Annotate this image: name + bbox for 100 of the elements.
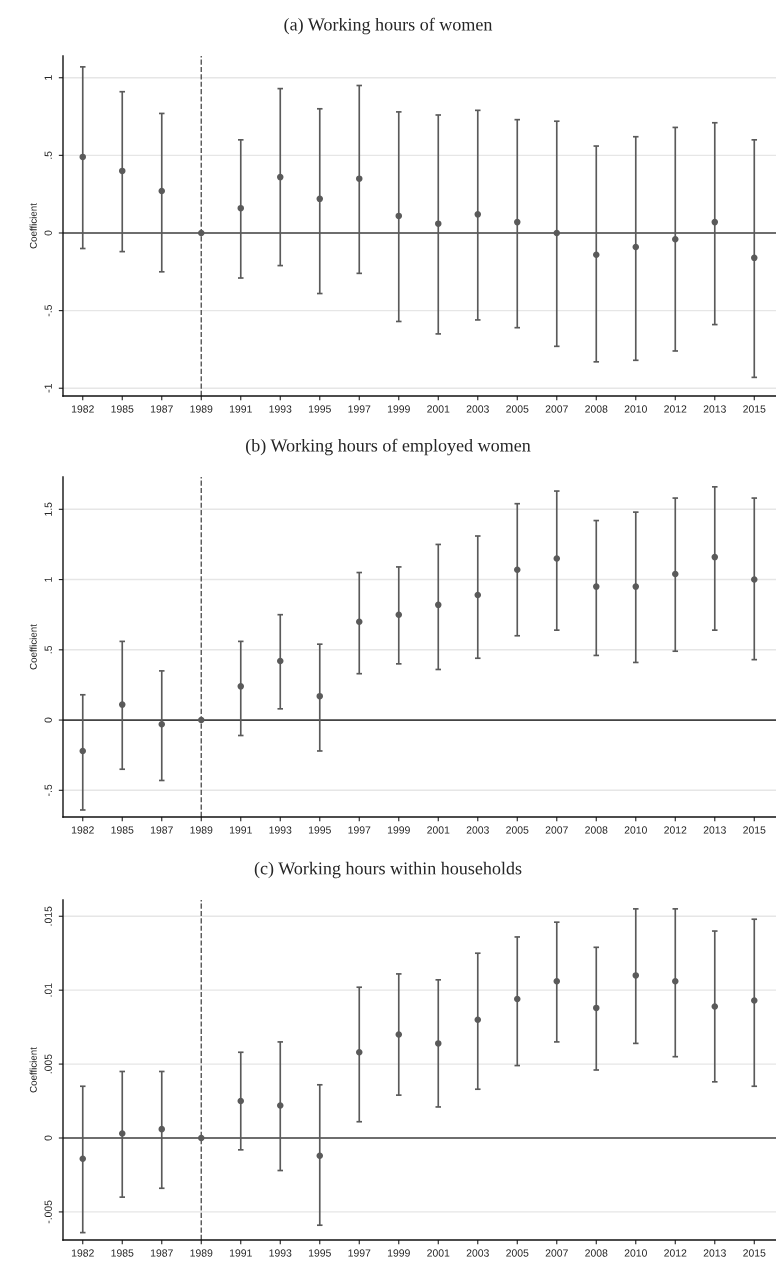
x-tick-label: 2008 bbox=[585, 1249, 608, 1257]
chart-title: (b) Working hours of employed women bbox=[246, 438, 531, 456]
x-tick-label: 1987 bbox=[150, 405, 173, 413]
chart-title: (c) Working hours within households bbox=[254, 861, 522, 879]
point bbox=[158, 1125, 166, 1133]
point bbox=[277, 657, 284, 665]
x-tick-label: 2007 bbox=[545, 405, 568, 413]
x-tick-label: 2003 bbox=[466, 1249, 489, 1257]
point bbox=[751, 576, 758, 583]
point bbox=[395, 611, 403, 618]
point bbox=[356, 175, 363, 182]
x-tick-label: 1985 bbox=[111, 826, 134, 834]
point bbox=[118, 167, 126, 175]
x-tick-label: 1993 bbox=[269, 826, 292, 834]
point bbox=[198, 1134, 205, 1142]
point bbox=[514, 995, 521, 1003]
y-tick-label: 1 bbox=[44, 577, 52, 582]
x-tick-label: 2007 bbox=[545, 826, 568, 834]
point bbox=[593, 583, 600, 590]
x-tick-label: 1991 bbox=[229, 405, 252, 413]
x-tick-label: 2005 bbox=[506, 826, 529, 834]
point bbox=[277, 1102, 284, 1109]
x-tick-label: 1987 bbox=[150, 1249, 173, 1257]
x-tick-label: 1987 bbox=[150, 826, 173, 834]
x-tick-label: 1989 bbox=[190, 1249, 213, 1257]
point bbox=[474, 591, 482, 599]
point bbox=[395, 1031, 403, 1038]
x-tick-label: 2015 bbox=[743, 1249, 766, 1257]
x-tick-label: 2005 bbox=[506, 405, 529, 413]
x-tick-label: 1989 bbox=[190, 405, 213, 413]
point bbox=[316, 692, 324, 700]
x-tick-label: 1985 bbox=[111, 405, 134, 413]
x-tick-label: 2015 bbox=[743, 826, 766, 834]
point bbox=[198, 716, 205, 724]
x-tick-label: 2012 bbox=[664, 405, 687, 413]
point bbox=[514, 566, 521, 573]
x-tick-label: 2005 bbox=[506, 1249, 529, 1257]
point bbox=[672, 978, 679, 985]
point bbox=[435, 1040, 442, 1047]
x-tick-label: 1991 bbox=[229, 1249, 252, 1257]
x-tick-label: 1982 bbox=[71, 1249, 94, 1257]
x-tick-label: 1999 bbox=[387, 826, 410, 834]
point bbox=[553, 229, 561, 237]
x-tick-label: 2003 bbox=[466, 405, 489, 413]
y-tick-label: 1 bbox=[44, 75, 52, 80]
point bbox=[198, 229, 205, 237]
point bbox=[395, 212, 403, 220]
point bbox=[593, 1004, 600, 1012]
y-tick-label: 0 bbox=[44, 230, 52, 236]
point bbox=[79, 747, 87, 755]
point bbox=[237, 683, 245, 690]
y-tick-label: 0 bbox=[44, 717, 52, 723]
x-tick-label: 2013 bbox=[703, 405, 726, 413]
point bbox=[158, 187, 166, 195]
point bbox=[514, 218, 521, 226]
x-tick-label: 1997 bbox=[348, 1249, 371, 1257]
x-tick-label: 1997 bbox=[348, 405, 371, 413]
x-tick-label: 2008 bbox=[585, 405, 608, 413]
x-tick-label: 1999 bbox=[387, 1249, 410, 1257]
y-tick-label: -.005 bbox=[44, 1200, 52, 1224]
x-tick-label: 1982 bbox=[71, 405, 94, 413]
point bbox=[118, 701, 126, 708]
x-tick-label: 2012 bbox=[664, 1249, 687, 1257]
y-axis-title: Coefficient bbox=[29, 624, 37, 670]
point bbox=[316, 195, 324, 203]
point bbox=[277, 173, 284, 181]
x-tick-label: 2012 bbox=[664, 826, 687, 834]
point bbox=[672, 570, 679, 578]
x-tick-label: 2010 bbox=[624, 405, 647, 413]
point bbox=[158, 721, 166, 728]
x-tick-label: 1991 bbox=[229, 826, 252, 834]
point bbox=[474, 1016, 482, 1023]
point bbox=[751, 254, 758, 262]
point bbox=[474, 211, 482, 218]
x-tick-label: 1982 bbox=[71, 826, 94, 834]
chart-title: (a) Working hours of women bbox=[284, 17, 493, 35]
y-tick-label: .01 bbox=[44, 983, 52, 997]
x-tick-label: 1995 bbox=[308, 826, 331, 834]
y-tick-label: -.5 bbox=[44, 784, 52, 796]
point bbox=[711, 218, 719, 226]
point bbox=[672, 235, 679, 243]
y-axis-title: Coefficient bbox=[29, 1047, 37, 1093]
x-tick-label: 2001 bbox=[427, 1249, 450, 1257]
point bbox=[356, 1049, 363, 1056]
y-tick-label: .5 bbox=[44, 645, 52, 654]
point bbox=[435, 601, 442, 609]
point bbox=[237, 204, 245, 212]
x-tick-label: 1993 bbox=[269, 1249, 292, 1257]
x-tick-label: 1999 bbox=[387, 405, 410, 413]
y-tick-label: -1 bbox=[44, 384, 52, 393]
point bbox=[79, 153, 87, 161]
y-axis-title: Coefficient bbox=[29, 203, 37, 249]
x-tick-label: 1995 bbox=[308, 1249, 331, 1257]
point bbox=[632, 243, 640, 251]
x-tick-label: 1995 bbox=[308, 405, 331, 413]
x-tick-label: 2015 bbox=[743, 405, 766, 413]
x-tick-label: 2013 bbox=[703, 826, 726, 834]
x-tick-label: 2001 bbox=[427, 405, 450, 413]
x-tick-label: 1985 bbox=[111, 1249, 134, 1257]
point bbox=[632, 583, 640, 590]
